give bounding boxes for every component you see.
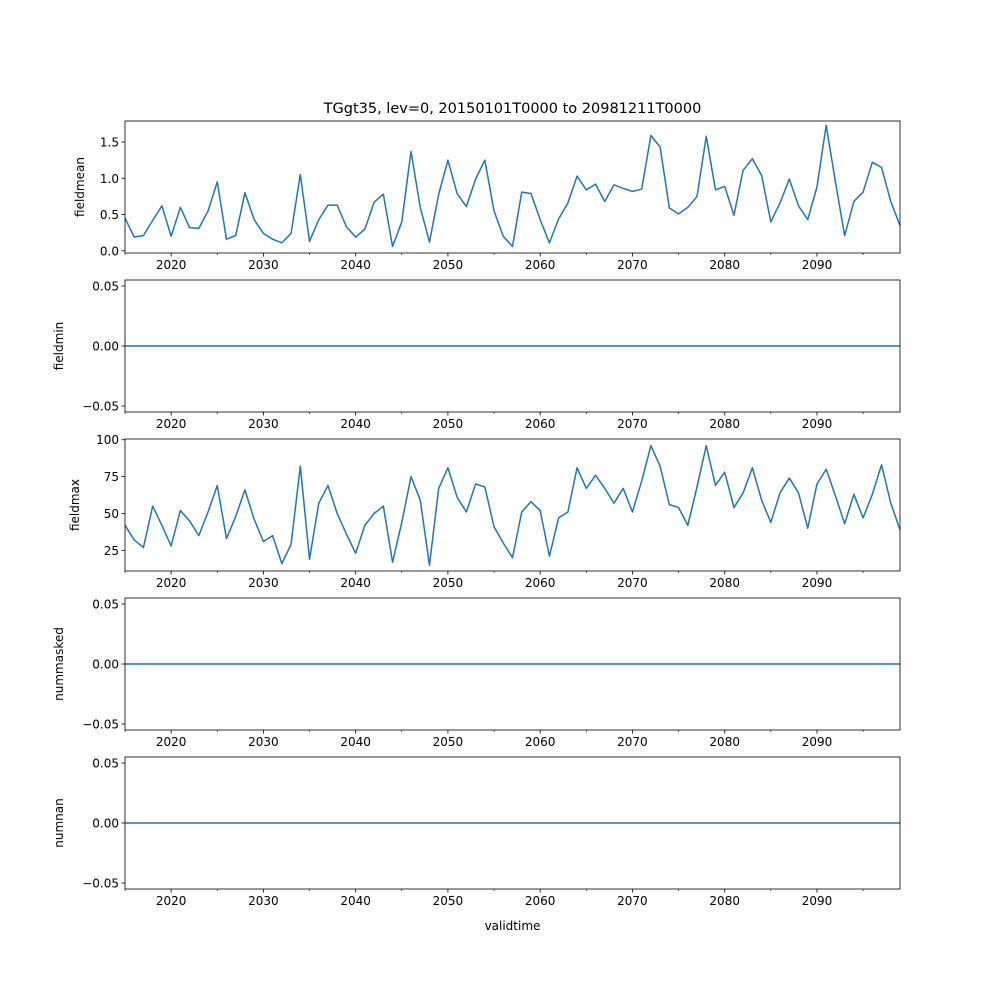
axes-numnan: 2020 2030 2040 2050 2060 2070 2080 2090 −0.05 0.0…	[52, 757, 901, 933]
y-tick-label: 0.00	[92, 817, 119, 831]
y-tick-label: 0.00	[92, 658, 119, 672]
x-tick-label: 2070	[617, 894, 648, 908]
x-tick-label: 2080	[709, 735, 740, 749]
x-axis-label: validtime	[485, 919, 541, 933]
x-tick-label: 2050	[433, 576, 464, 590]
x-tick-label: 2090	[802, 417, 833, 431]
x-tick-label: 2090	[802, 735, 833, 749]
y-axis-label: fieldmin	[52, 322, 66, 371]
x-tick-label: 2020	[156, 894, 187, 908]
x-tick-label: 2070	[617, 735, 648, 749]
y-tick-label: 75	[104, 470, 119, 484]
axes-fieldmin: 2020 2030 2040 2050 2060 2070 2080 2090 −0.05 0.0…	[52, 280, 901, 431]
x-tick-label: 2020	[156, 417, 187, 431]
x-tick-label: 2030	[248, 735, 279, 749]
x-tick-label: 2040	[340, 576, 371, 590]
x-tick-label: 2030	[248, 894, 279, 908]
y-tick-label: −0.05	[82, 718, 119, 732]
x-tick-label: 2090	[802, 894, 833, 908]
x-tick-label: 2040	[340, 735, 371, 749]
x-tick-label: 2090	[802, 258, 833, 272]
y-axis-label: fieldmax	[68, 479, 82, 531]
axes-fieldmax: 2020 2030 2040 2050 2060 2070 2080 2090 25 50 75 10…	[68, 433, 901, 590]
y-axis-label: numnan	[52, 798, 66, 847]
x-tick-label: 2090	[802, 576, 833, 590]
axes-fieldmean: 2020 2030 2040 2050 2060 2070 2080 2090 0.0 0.5 1.…	[73, 101, 901, 272]
axes-nummasked: 2020 2030 2040 2050 2060 2070 2080 2090 −0.05 0.0…	[52, 598, 901, 749]
y-tick-label: 100	[96, 433, 119, 447]
x-tick-label: 2060	[525, 258, 556, 272]
y-tick-label: 1.0	[100, 172, 119, 186]
x-tick-label: 2020	[156, 576, 187, 590]
x-tick-label: 2020	[156, 735, 187, 749]
series-line-fieldmax	[124, 444, 901, 566]
x-tick-label: 2080	[709, 258, 740, 272]
chart-title: TGgt35, lev=0, 20150101T0000 to 20981211…	[323, 101, 702, 117]
x-tick-label: 2050	[433, 258, 464, 272]
x-tick-label: 2060	[525, 894, 556, 908]
x-tick-label: 2070	[617, 417, 648, 431]
x-tick-label: 2050	[433, 735, 464, 749]
x-tick-label: 2020	[156, 258, 187, 272]
y-tick-label: 0.5	[100, 208, 119, 222]
x-tick-label: 2040	[340, 258, 371, 272]
y-tick-label: 0.05	[92, 757, 119, 771]
y-tick-label: 50	[104, 507, 119, 521]
series-line-fieldmean	[124, 124, 901, 248]
x-tick-label: 2080	[709, 417, 740, 431]
x-tick-label: 2030	[248, 576, 279, 590]
x-tick-label: 2080	[709, 894, 740, 908]
y-tick-label: −0.05	[82, 877, 119, 891]
y-tick-label: 0.05	[92, 280, 119, 294]
x-tick-label: 2060	[525, 735, 556, 749]
x-tick-label: 2060	[525, 417, 556, 431]
y-axis-label: nummasked	[52, 627, 66, 701]
x-tick-label: 2030	[248, 417, 279, 431]
x-tick-label: 2050	[433, 894, 464, 908]
x-tick-label: 2080	[709, 576, 740, 590]
x-tick-label: 2070	[617, 576, 648, 590]
x-tick-label: 2030	[248, 258, 279, 272]
y-tick-label: 0.00	[92, 340, 119, 354]
y-tick-label: 1.5	[100, 136, 119, 150]
x-tick-label: 2040	[340, 894, 371, 908]
y-tick-label: 0.05	[92, 598, 119, 612]
y-tick-label: 0.0	[100, 244, 119, 258]
axes-frame	[124, 120, 901, 254]
axes-frame	[124, 438, 901, 572]
x-tick-label: 2060	[525, 576, 556, 590]
y-axis-label: fieldmean	[73, 157, 87, 217]
y-tick-label: −0.05	[82, 400, 119, 414]
x-tick-label: 2040	[340, 417, 371, 431]
x-tick-label: 2050	[433, 417, 464, 431]
x-tick-label: 2070	[617, 258, 648, 272]
y-tick-label: 25	[104, 544, 119, 558]
